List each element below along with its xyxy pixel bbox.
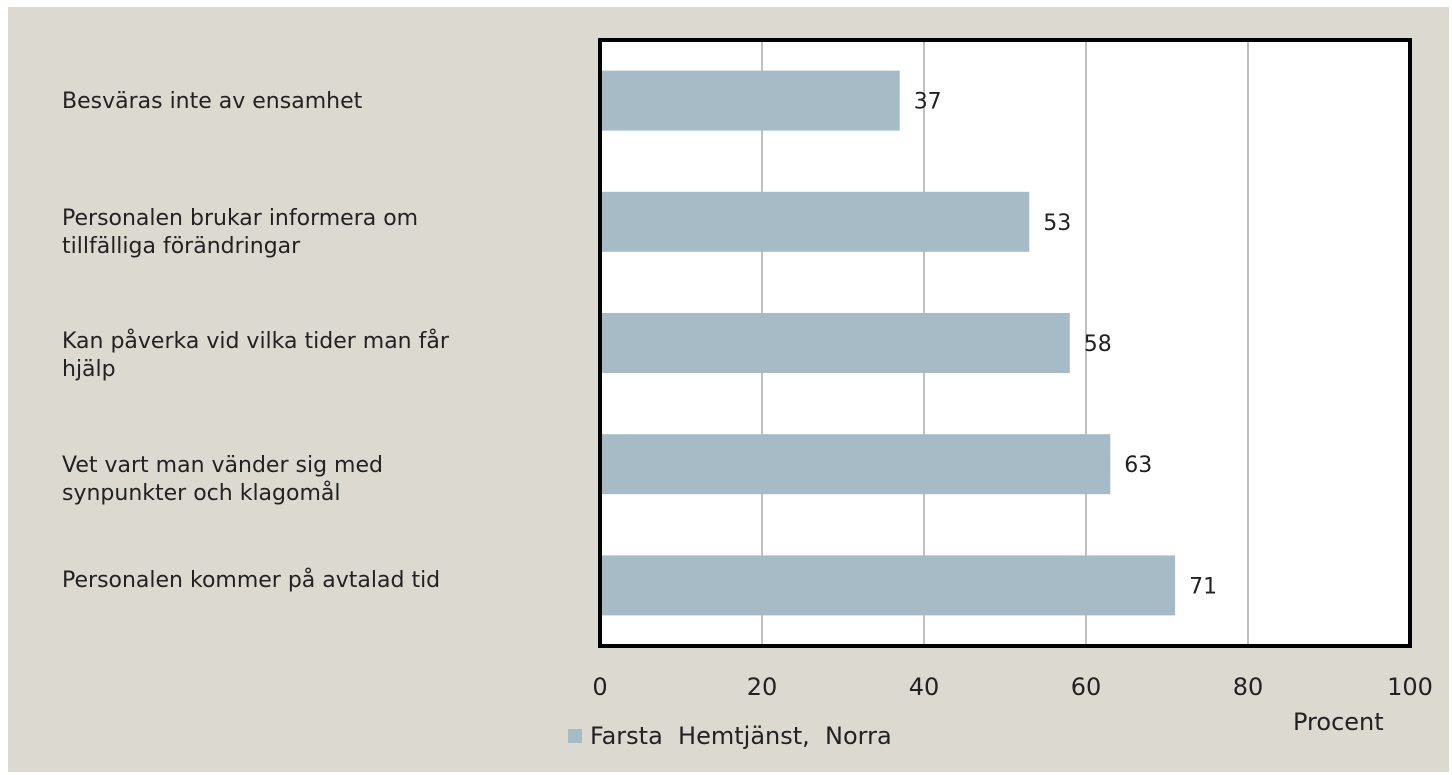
bar bbox=[600, 70, 900, 131]
data-label: 71 bbox=[1189, 574, 1217, 599]
bar bbox=[600, 191, 1030, 252]
data-label: 53 bbox=[1043, 211, 1071, 236]
x-tick-label: 80 bbox=[1233, 673, 1264, 701]
category-label: Besväras inte av ensamhet bbox=[62, 89, 363, 114]
category-label: Vet vart man vänder sig med synpunkter o… bbox=[62, 453, 383, 506]
bar bbox=[600, 313, 1070, 373]
legend-swatch bbox=[568, 729, 582, 743]
legend-label: Farsta Hemtjänst, Norra bbox=[590, 722, 892, 750]
x-tick-label: 60 bbox=[1071, 673, 1102, 701]
category-label: Personalen brukar informera om tillfälli… bbox=[62, 206, 419, 259]
plot-border bbox=[598, 38, 1412, 648]
data-label: 37 bbox=[914, 90, 942, 115]
x-tick-label: 40 bbox=[909, 673, 940, 701]
bar bbox=[600, 434, 1111, 495]
x-tick-label: 0 bbox=[592, 673, 607, 701]
legend: Farsta Hemtjänst, Norra bbox=[568, 722, 892, 750]
x-tick-label: 100 bbox=[1387, 673, 1433, 701]
category-label: Kan påverka vid vilka tider man får hjäl… bbox=[62, 329, 449, 382]
data-label: 63 bbox=[1124, 453, 1152, 478]
x-tick-label: 20 bbox=[747, 673, 778, 701]
x-axis-label: Procent bbox=[1293, 708, 1384, 736]
category-label: Personalen kommer på avtalad tid bbox=[62, 568, 441, 593]
bar bbox=[600, 555, 1176, 616]
data-label: 58 bbox=[1084, 332, 1112, 357]
